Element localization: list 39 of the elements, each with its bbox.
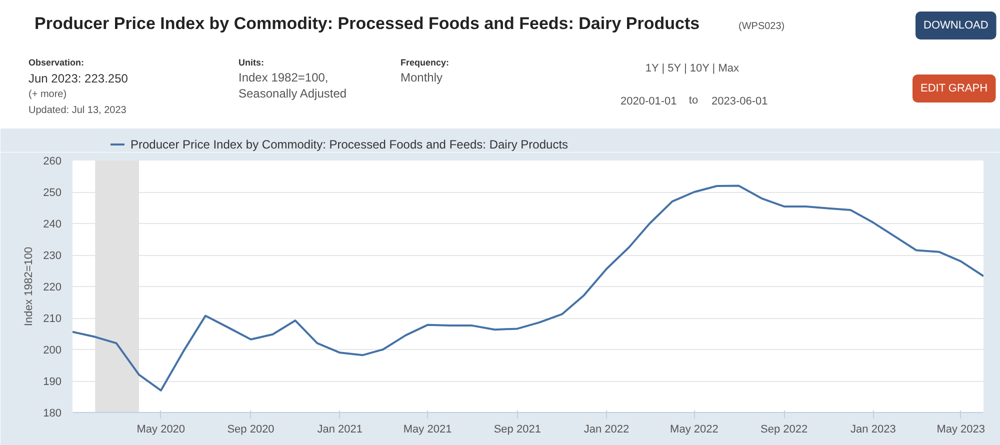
y-tick-label: 190 (43, 376, 62, 388)
x-tick-label: May 2023 (936, 424, 986, 436)
y-tick-label: 210 (43, 313, 62, 325)
x-tick-label: Sep 2020 (227, 424, 274, 436)
y-tick-label: 250 (43, 187, 62, 199)
y-tick-label: 220 (43, 282, 62, 294)
x-tick-label: May 2020 (136, 424, 186, 436)
text: Observation: (28, 58, 84, 68)
x-tick-label: May 2021 (403, 424, 452, 436)
text: Frequency: (400, 58, 450, 68)
text: EDIT GRAPH (920, 82, 988, 94)
x-tick-label: Jan 2023 (850, 424, 896, 436)
legend-label: Producer Price Index by Commodity: Processed Foods and Feeds: Dairy Products (130, 138, 568, 152)
text: (+ more) (28, 89, 67, 100)
x-tick-label: May 2022 (670, 424, 718, 436)
chart-title: Producer Price Index by Commodity: Processed Foods and Feeds: Dairy Products (34, 14, 700, 33)
text: to (688, 94, 698, 106)
text: Units: (238, 58, 264, 68)
text: Seasonally Adjusted (238, 86, 347, 100)
y-tick-label: 240 (43, 218, 62, 230)
text: 2023-06-01 (712, 96, 768, 108)
y-tick-label: 260 (43, 156, 62, 168)
text: DOWNLOAD (924, 20, 988, 32)
x-tick-label: Jan 2022 (584, 424, 630, 436)
line-series (72, 184, 984, 392)
text: 1Y | 5Y | 10Y | Max (645, 62, 740, 74)
y-axis-title: Index 1982=100 (23, 246, 36, 326)
x-tick-label: Sep 2022 (760, 424, 808, 436)
text: Jun 2023: 223.250 (28, 72, 128, 86)
text: Index 1982=100, (238, 70, 328, 84)
text: Monthly (400, 70, 443, 84)
y-tick-label: 200 (43, 344, 62, 356)
text: (WPS023) (738, 21, 785, 32)
x-tick-label: Jan 2021 (317, 424, 363, 436)
text: Updated: Jul 13, 2023 (28, 105, 127, 116)
y-tick-label: 180 (43, 408, 62, 420)
x-tick-label: Sep 2021 (494, 424, 541, 436)
y-tick-label: 230 (43, 250, 62, 262)
text: 2020-01-01 (620, 96, 677, 108)
